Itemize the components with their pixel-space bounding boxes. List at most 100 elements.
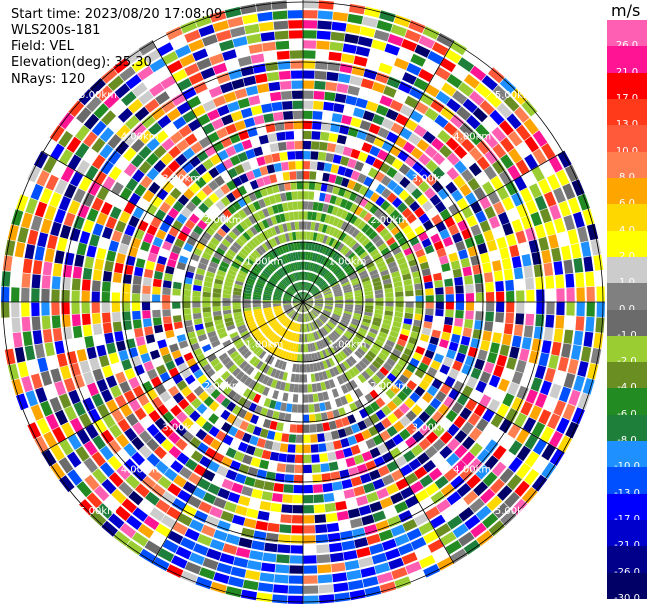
range-gate-cell	[520, 401, 533, 416]
range-gate-cell	[32, 260, 43, 275]
range-gate-cell	[382, 362, 393, 372]
range-gate-cell	[221, 456, 233, 468]
range-gate-cell	[340, 373, 349, 383]
range-gate-cell	[303, 565, 318, 574]
range-gate-cell	[182, 289, 191, 297]
range-gate-cell	[50, 368, 62, 383]
range-gate-cell	[322, 235, 329, 244]
range-ring-label: 1.00km	[329, 340, 367, 351]
range-gate-cell	[358, 270, 368, 277]
range-gate-cell	[209, 10, 227, 23]
range-gate-cell	[350, 117, 362, 128]
range-gate-cell	[94, 334, 105, 346]
range-gate-cell	[227, 101, 240, 113]
range-gate-cell	[340, 337, 348, 345]
range-gate-cell	[376, 335, 386, 343]
range-gate-cell	[182, 147, 195, 160]
range-gate-cell	[448, 252, 459, 263]
range-gate-cell	[315, 50, 329, 60]
range-gate-cell	[462, 98, 478, 114]
range-gate-cell	[354, 350, 363, 359]
range-gate-cell	[228, 231, 238, 240]
range-gate-cell	[254, 332, 263, 340]
range-gate-cell	[433, 272, 443, 281]
range-gate-cell	[222, 49, 237, 61]
range-gate-cell	[31, 302, 40, 317]
range-gate-cell	[311, 464, 321, 473]
range-gate-cell	[358, 441, 369, 453]
range-gate-cell	[399, 428, 411, 441]
range-gate-cell	[287, 275, 293, 283]
range-gate-cell	[348, 579, 364, 591]
range-gate-cell	[337, 352, 345, 361]
range-gate-cell	[264, 312, 273, 317]
range-gate-cell	[435, 302, 444, 310]
range-gate-cell	[461, 436, 476, 450]
range-gate-cell	[514, 176, 527, 191]
range-gate-cell	[123, 201, 136, 215]
range-gate-cell	[290, 221, 296, 231]
range-gate-cell	[577, 392, 591, 410]
range-gate-cell	[303, 221, 307, 230]
range-gate-cell	[415, 307, 424, 315]
range-gate-cell	[464, 319, 474, 329]
colorbar-segment	[607, 230, 647, 258]
range-gate-cell	[214, 405, 225, 416]
range-gate-cell	[140, 352, 151, 364]
range-gate-cell	[425, 159, 438, 173]
range-gate-cell	[1, 318, 11, 334]
range-gate-cell	[470, 367, 482, 380]
range-gate-cell	[262, 326, 271, 334]
range-gate-cell	[318, 280, 326, 288]
range-gate-cell	[365, 302, 374, 306]
range-gate-cell	[105, 399, 119, 413]
range-gate-cell	[352, 283, 362, 289]
range-gate-cell	[418, 167, 431, 180]
range-gate-cell	[412, 430, 425, 443]
range-gate-cell	[470, 224, 482, 236]
range-gate-cell	[342, 447, 353, 458]
range-gate-cell	[157, 476, 172, 490]
range-gate-cell	[324, 258, 331, 267]
range-gate-cell	[322, 286, 330, 292]
range-gate-cell	[295, 303, 302, 309]
range-gate-cell	[368, 91, 382, 103]
range-gate-cell	[311, 310, 318, 317]
range-gate-cell	[488, 67, 505, 84]
range-gate-cell	[148, 122, 162, 136]
range-gate-cell	[418, 213, 430, 224]
range-gate-cell	[444, 468, 458, 482]
range-gate-cell	[247, 391, 257, 401]
range-gate-cell	[354, 310, 363, 315]
range-gate-cell	[245, 569, 261, 581]
range-gate-cell	[93, 103, 109, 119]
range-gate-cell	[211, 339, 221, 348]
range-gate-cell	[408, 133, 421, 146]
range-gate-cell	[160, 75, 176, 90]
range-gate-cell	[248, 341, 257, 350]
range-gate-cell	[252, 299, 261, 302]
range-gate-cell	[175, 424, 188, 437]
range-gate-cell	[282, 423, 291, 433]
range-gate-cell	[253, 371, 262, 381]
range-gate-cell	[307, 312, 313, 321]
range-gate-cell	[51, 315, 61, 329]
range-gate-cell	[274, 359, 281, 368]
range-gate-cell	[288, 310, 295, 317]
range-gate-cell	[295, 303, 302, 310]
range-gate-cell	[243, 286, 253, 292]
range-gate-cell	[345, 296, 354, 300]
range-gate-cell	[304, 302, 313, 306]
range-gate-cell	[246, 320, 256, 327]
range-gate-cell	[314, 306, 322, 311]
range-gate-cell	[556, 302, 565, 316]
range-gate-cell	[207, 241, 217, 251]
range-gate-cell	[314, 352, 319, 362]
range-gate-cell	[303, 404, 309, 413]
range-gate-cell	[259, 274, 268, 281]
range-gate-cell	[1, 286, 10, 302]
range-gate-cell	[238, 270, 248, 277]
range-gate-cell	[343, 105, 355, 116]
range-gate-cell	[138, 445, 153, 459]
range-gate-cell	[303, 344, 306, 353]
